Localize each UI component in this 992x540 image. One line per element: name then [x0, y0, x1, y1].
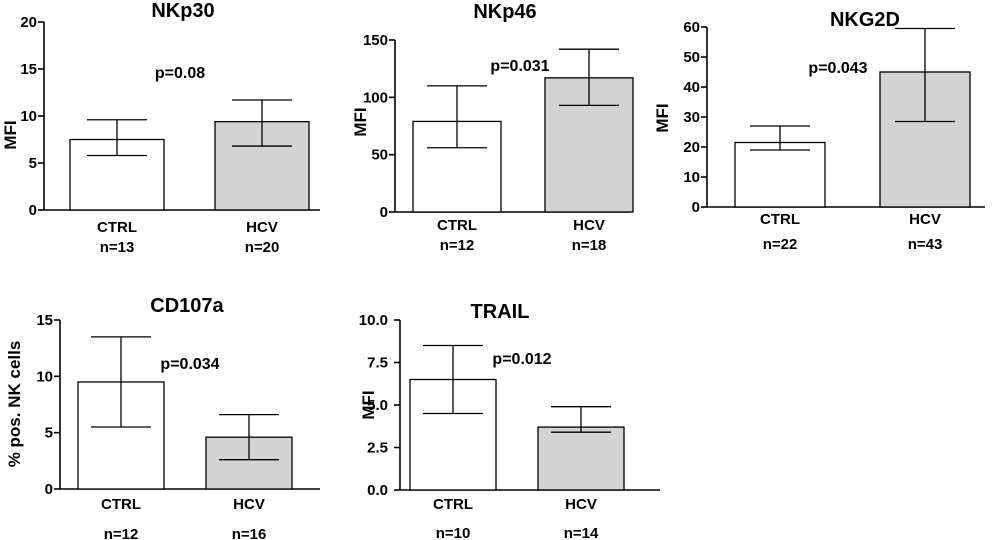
panel-3-ylabel: MFI [653, 103, 672, 132]
panel-2-category-label-1: HCV [573, 217, 605, 234]
panel-4-category-label-1: HCV [233, 496, 265, 513]
panel-1-category-label-0: CTRL [97, 219, 137, 236]
panel-3-tick-label-2: 20 [683, 139, 700, 156]
panel-4-tick-label-3: 15 [36, 312, 53, 329]
panel-5-ylabel: MFI [359, 390, 378, 419]
panel-5-category-label-1: HCV [565, 496, 597, 513]
panel-3-n-label-1: n=43 [908, 236, 943, 253]
panel-2-tick-label-3: 150 [363, 32, 388, 49]
panel-5-n-label-1: n=14 [564, 525, 599, 540]
panel-2-tick-label-1: 50 [371, 147, 388, 164]
panel-1-category-label-1: HCV [246, 219, 278, 236]
panel-4-tick-label-0: 0 [45, 481, 53, 498]
panel-3-category-label-1: HCV [909, 211, 941, 228]
panel-2-tick-label-2: 100 [363, 89, 388, 106]
panel-2-category-label-0: CTRL [437, 217, 477, 234]
panel-5-tick-label-4: 10.0 [359, 312, 388, 329]
panel-1-tick-label-2: 10 [20, 108, 37, 125]
panel-5-n-label-0: n=10 [436, 525, 471, 540]
panel-2-n-label-0: n=12 [440, 237, 475, 254]
panel-2-n-label-1: n=18 [572, 237, 607, 254]
panel-4-tick-label-1: 5 [45, 425, 53, 442]
panel-1-tick-label-3: 15 [20, 61, 37, 78]
panel-5-bar-hcv [537, 426, 625, 491]
panel-1-tick-label-0: 0 [29, 202, 37, 219]
panel-2-title: NKp46 [473, 1, 536, 23]
panel-3-tick-label-3: 30 [683, 109, 700, 126]
panel-4-n-label-0: n=12 [104, 526, 139, 540]
panel-1-tick-label-1: 5 [29, 155, 37, 172]
panel-5-p-value: p=0.012 [492, 351, 551, 368]
panel-5-tick-label-1: 2.5 [367, 440, 388, 457]
panel-4-n-label-1: n=16 [232, 526, 267, 540]
panel-3-category-label-0: CTRL [760, 211, 800, 228]
panel-3-tick-label-0: 0 [692, 199, 700, 216]
panel-3-tick-label-4: 40 [683, 79, 700, 96]
panel-3-tick-label-6: 60 [683, 19, 700, 36]
panel-4-title: CD107a [150, 295, 224, 317]
panel-5-tick-label-3: 7.5 [367, 355, 388, 372]
panel-1-p-value: p=0.08 [155, 65, 205, 82]
panel-5-category-label-0: CTRL [433, 496, 473, 513]
panel-3-bar-ctrl [734, 141, 826, 208]
panel-1-title: NKp30 [151, 0, 214, 22]
panel-4-p-value: p=0.034 [160, 356, 219, 373]
panel-3-p-value: p=0.043 [808, 60, 867, 77]
panel-5-tick-label-0: 0.0 [367, 482, 388, 499]
panel-4-category-label-0: CTRL [101, 496, 141, 513]
panel-1-tick-label-4: 20 [20, 14, 37, 31]
panel-3-tick-label-5: 50 [683, 49, 700, 66]
panel-5-title: TRAIL [471, 301, 530, 323]
panel-2-p-value: p=0.031 [490, 58, 549, 75]
panel-3-n-label-0: n=22 [763, 236, 798, 253]
panel-4-tick-label-2: 10 [36, 368, 53, 385]
panel-4-ylabel: % pos. NK cells [5, 341, 24, 468]
panel-5-tick-label-2: 5.0 [367, 397, 388, 414]
panel-3-tick-label-1: 10 [683, 169, 700, 186]
panel-1-n-label-1: n=20 [245, 239, 280, 256]
panel-1-ylabel: MFI [1, 120, 20, 149]
panel-1-n-label-0: n=13 [100, 239, 135, 256]
panel-2-ylabel: MFI [351, 107, 370, 136]
panel-3-title: NKG2D [830, 9, 900, 31]
panel-2-tick-label-0: 0 [380, 204, 388, 221]
